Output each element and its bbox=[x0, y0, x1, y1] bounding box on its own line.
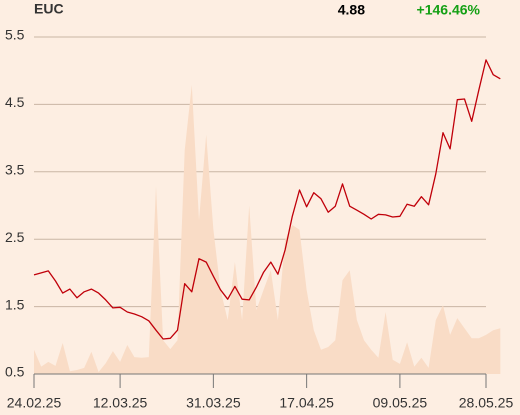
area bbox=[34, 84, 501, 375]
change: +146.46% bbox=[417, 2, 481, 18]
x-tick-label: 09.05.25 bbox=[373, 395, 428, 411]
x-tick-label: 17.04.25 bbox=[279, 395, 334, 411]
chart-title: EUC bbox=[34, 1, 64, 17]
x-tick-label: 31.03.25 bbox=[186, 395, 241, 411]
y-tick-label: 2.5 bbox=[5, 229, 25, 245]
x-tick-label: 28.05.25 bbox=[459, 395, 514, 411]
y-tick-label: 0.5 bbox=[5, 364, 25, 380]
y-tick-label: 3.5 bbox=[5, 162, 25, 178]
x-tick-label: 24.02.25 bbox=[7, 395, 62, 411]
last-value: 4.88 bbox=[338, 2, 365, 18]
line bbox=[33, 59, 501, 340]
x-tick-label: 12.03.25 bbox=[93, 395, 148, 411]
y-tick-label: 1.5 bbox=[5, 296, 25, 312]
y-tick-label: 4.5 bbox=[5, 94, 25, 110]
y-tick-label: 5.5 bbox=[5, 27, 25, 43]
